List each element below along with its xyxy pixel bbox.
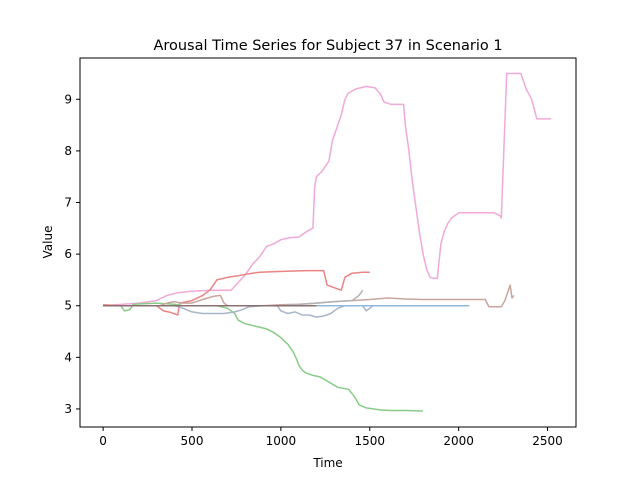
series-line-2	[103, 269, 370, 316]
y-tick-label: 8	[64, 144, 72, 158]
series-line-1	[103, 72, 552, 307]
y-axis-ticks: 3 4 5 6 7 8 9	[64, 92, 80, 416]
x-tick-label: 500	[181, 434, 204, 448]
x-tick-label: 1500	[355, 434, 386, 448]
y-tick-label: 9	[64, 92, 72, 106]
x-tick-label: 1000	[266, 434, 297, 448]
series-line-3	[103, 302, 424, 412]
x-axis-ticks: 0 500 1000 1500 2000 2500	[99, 427, 563, 448]
y-tick-label: 7	[64, 196, 72, 210]
x-axis-label: Time	[312, 456, 342, 470]
y-tick-label: 6	[64, 247, 72, 261]
series-layer	[103, 72, 552, 412]
chart-title: Arousal Time Series for Subject 37 in Sc…	[153, 38, 502, 54]
plot-frame	[79, 57, 577, 428]
y-axis-label: Value	[41, 226, 55, 259]
y-tick-label: 3	[64, 402, 72, 416]
y-tick-label: 5	[64, 299, 72, 313]
x-tick-label: 2500	[532, 434, 563, 448]
y-tick-label: 4	[64, 350, 72, 364]
x-tick-label: 0	[99, 434, 107, 448]
x-tick-label: 2000	[443, 434, 474, 448]
